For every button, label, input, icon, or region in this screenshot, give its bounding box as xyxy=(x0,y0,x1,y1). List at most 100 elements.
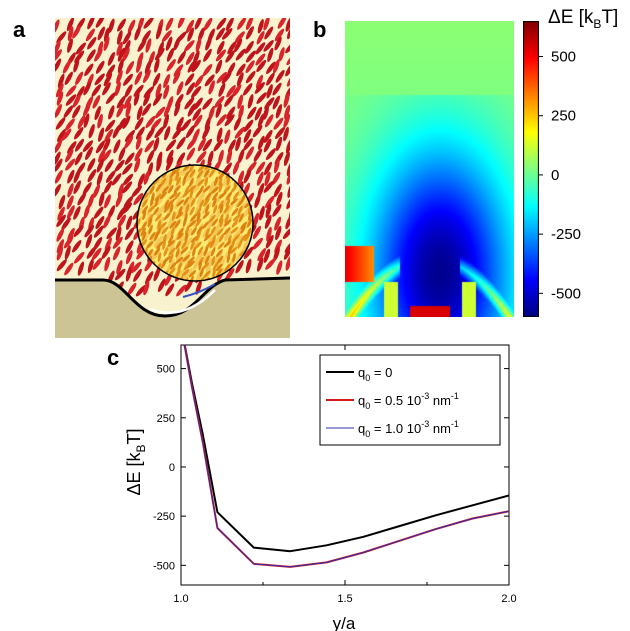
zoom-molecule-ellipse xyxy=(218,191,227,199)
molecule-ellipse xyxy=(122,181,133,194)
zoom-molecule-ellipse xyxy=(177,227,184,237)
zoom-molecule-ellipse xyxy=(154,193,162,202)
panel-label-a: a xyxy=(13,17,26,42)
molecule-ellipse xyxy=(56,91,64,106)
molecule-ellipse xyxy=(193,114,203,128)
molecule-ellipse xyxy=(73,206,81,220)
molecule-ellipse xyxy=(88,124,95,139)
zoom-molecule-ellipse xyxy=(212,267,216,278)
molecule-ellipse xyxy=(55,58,62,72)
substrate-surface-line xyxy=(55,276,290,318)
zoom-molecule-ellipse xyxy=(213,204,218,214)
zoom-molecule-ellipse xyxy=(204,192,212,201)
molecule-ellipse xyxy=(67,183,74,198)
zoom-molecule-ellipse xyxy=(215,263,223,272)
molecule-ellipse xyxy=(275,225,282,241)
molecule-ellipse xyxy=(152,72,161,87)
zoom-molecule-ellipse xyxy=(203,198,210,207)
y-tick-label: -250 xyxy=(153,511,175,523)
molecule-ellipse xyxy=(65,149,74,163)
molecule-ellipse xyxy=(65,158,76,171)
molecule-ellipse xyxy=(244,40,254,54)
zoom-molecule-ellipse xyxy=(163,212,171,221)
molecule-ellipse xyxy=(86,246,97,259)
zoom-molecule-ellipse xyxy=(182,176,187,186)
molecule-ellipse xyxy=(65,118,75,131)
molecule-ellipse xyxy=(273,183,282,198)
molecule-ellipse xyxy=(193,97,203,111)
molecule-ellipse xyxy=(237,94,244,109)
molecule-ellipse xyxy=(75,71,84,86)
molecule-ellipse xyxy=(155,25,163,40)
zoom-molecule-ellipse xyxy=(219,203,224,214)
molecule-ellipse xyxy=(65,85,77,97)
molecule-ellipse xyxy=(165,18,174,31)
molecule-ellipse xyxy=(215,59,223,74)
molecule-ellipse xyxy=(166,149,174,164)
molecule-ellipse xyxy=(114,81,121,96)
molecule-ellipse xyxy=(123,39,131,55)
molecule-ellipse xyxy=(136,58,142,73)
x-tick-label: 2.0 xyxy=(501,593,516,605)
molecule-ellipse xyxy=(265,203,272,219)
molecule-ellipse xyxy=(96,158,104,173)
molecule-ellipse xyxy=(73,251,85,264)
molecule-ellipse xyxy=(173,36,181,51)
zoom-molecule-ellipse xyxy=(189,168,196,178)
molecule-ellipse xyxy=(72,94,81,108)
molecule-ellipse xyxy=(96,171,103,186)
zoom-molecule-ellipse xyxy=(157,252,162,262)
zoom-molecule-ellipse xyxy=(161,259,167,269)
molecule-ellipse xyxy=(274,216,282,231)
molecule-ellipse xyxy=(235,136,241,152)
zoom-molecule-ellipse xyxy=(180,246,189,254)
molecule-ellipse xyxy=(77,115,86,130)
zoom-molecule-ellipse xyxy=(223,185,231,194)
molecule-ellipse xyxy=(243,246,254,259)
molecule-ellipse xyxy=(145,115,156,129)
zoom-molecule-ellipse xyxy=(175,248,180,258)
molecule-ellipse xyxy=(103,27,110,43)
molecule-ellipse xyxy=(98,127,105,142)
zoom-molecule-ellipse xyxy=(168,267,176,276)
zoom-molecule-ellipse xyxy=(210,186,219,194)
zoom-molecule-ellipse xyxy=(195,218,202,227)
molecule-ellipse xyxy=(203,18,213,31)
molecule-ellipse xyxy=(55,151,61,166)
molecule-ellipse xyxy=(163,114,169,129)
molecule-ellipse xyxy=(55,104,62,118)
molecule-ellipse xyxy=(263,129,273,143)
molecule-ellipse xyxy=(284,240,290,253)
molecule-ellipse xyxy=(224,268,235,281)
y-tick-label: 500 xyxy=(157,364,175,376)
molecule-ellipse xyxy=(234,126,246,139)
molecule-ellipse xyxy=(273,59,280,74)
molecule-ellipse xyxy=(63,105,74,118)
molecule-ellipse xyxy=(194,18,203,30)
molecule-ellipse xyxy=(237,18,247,30)
molecule-ellipse xyxy=(95,60,105,74)
zoom-molecule-ellipse xyxy=(196,212,201,223)
molecule-ellipse xyxy=(154,106,166,119)
zoom-molecule-ellipse xyxy=(177,262,182,272)
molecule-ellipse xyxy=(127,19,136,34)
molecule-ellipse xyxy=(116,260,123,275)
molecule-ellipse xyxy=(232,84,242,97)
molecule-ellipse xyxy=(144,140,155,153)
molecule-ellipse xyxy=(257,19,264,34)
molecule-ellipse xyxy=(108,105,115,120)
molecule-ellipse xyxy=(264,171,271,187)
molecule-ellipse xyxy=(58,194,66,210)
molecule-ellipse xyxy=(204,116,211,132)
zoom-molecule-ellipse xyxy=(203,270,211,278)
zoom-molecule-ellipse xyxy=(216,228,224,236)
x-tick-label: 1.5 xyxy=(337,593,352,605)
molecule-ellipse xyxy=(257,248,266,262)
molecule-ellipse xyxy=(225,50,235,63)
molecule-ellipse xyxy=(247,106,257,120)
panel-label-b: b xyxy=(313,17,327,42)
zoom-molecule-ellipse xyxy=(247,218,253,228)
molecule-ellipse xyxy=(243,138,253,151)
zoom-molecule-ellipse xyxy=(217,241,225,250)
molecule-ellipse xyxy=(283,93,290,108)
